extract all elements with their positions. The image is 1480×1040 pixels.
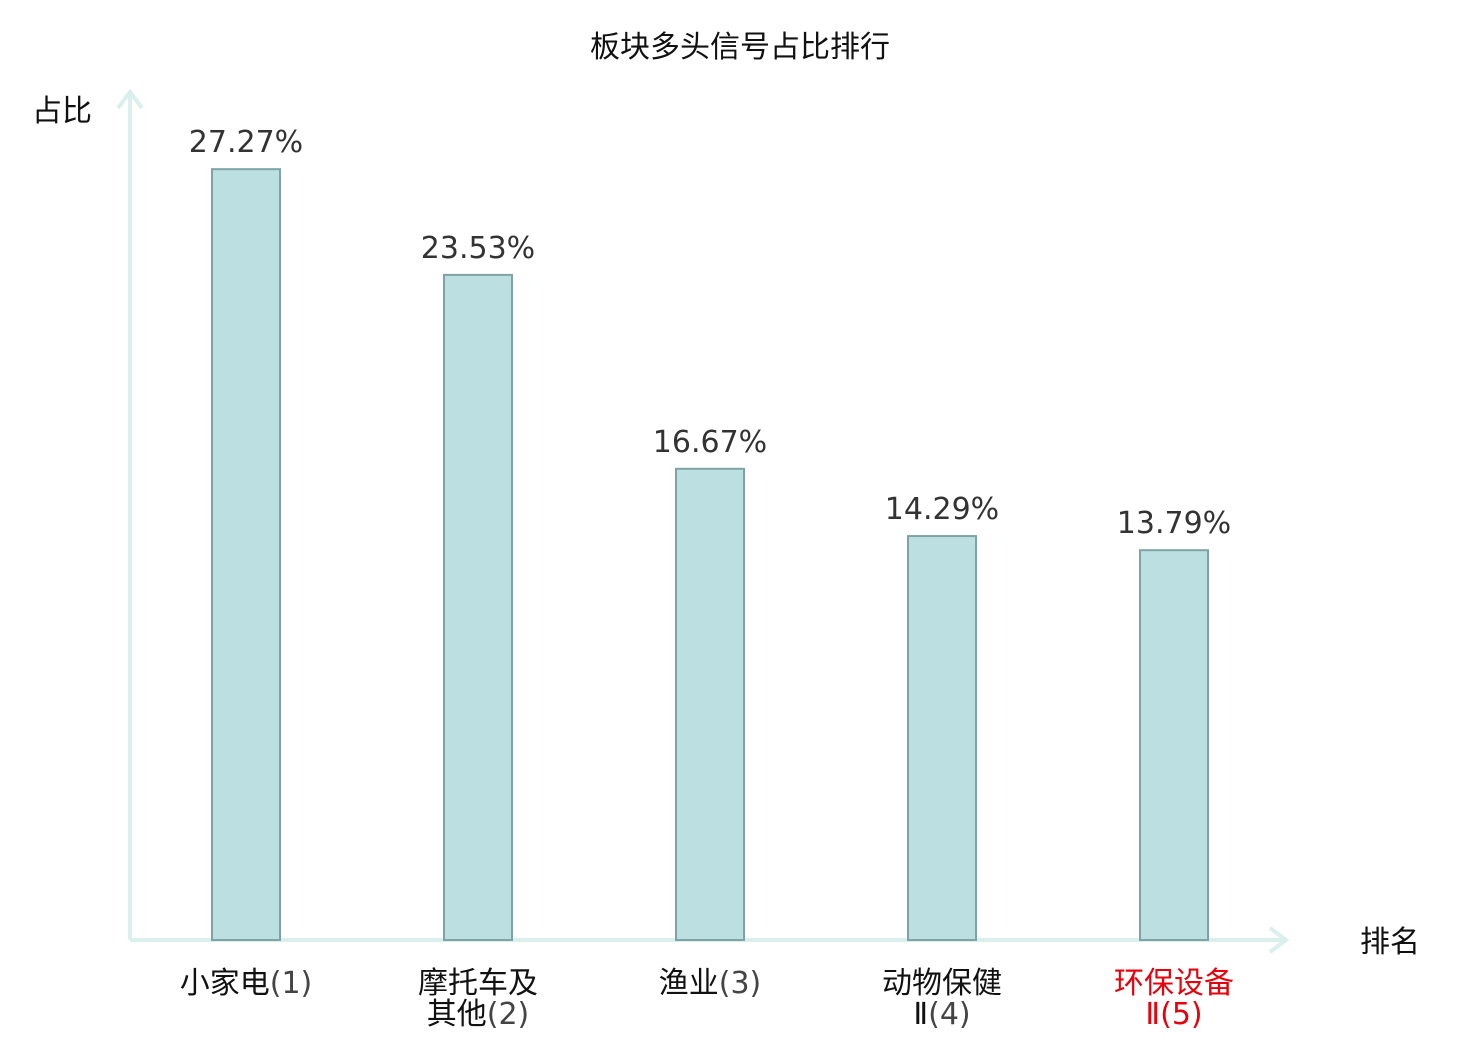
category-name: 动物保健 <box>882 966 1002 1001</box>
category-label: 环保设备 <box>1114 966 1234 1001</box>
bars-group <box>211 168 1209 942</box>
category-name: 渔业 <box>659 966 719 1001</box>
category-name: 小家电 <box>180 966 270 1001</box>
y-axis-label: 占比 <box>32 94 92 129</box>
category-name: 其他 <box>427 997 487 1032</box>
category-label: 小家电(1) <box>180 966 313 1001</box>
category-rank: (3) <box>719 966 762 1001</box>
bar <box>907 535 977 941</box>
bar <box>211 168 281 941</box>
value-label: 14.29% <box>885 492 999 527</box>
value-label: 27.27% <box>189 125 303 160</box>
y-axis-arrow <box>116 88 144 110</box>
value-label: 23.53% <box>421 231 535 266</box>
value-label: 16.67% <box>653 425 767 460</box>
category-label: Ⅱ(5) <box>1145 997 1202 1032</box>
category-label: 其他(2) <box>427 997 530 1032</box>
category-rank: (1) <box>270 966 313 1001</box>
category-label: Ⅱ(4) <box>913 997 970 1032</box>
category-name: 摩托车及 <box>418 966 538 1001</box>
category-label: 动物保健 <box>882 966 1002 1001</box>
x-axis-arrow <box>1268 926 1290 954</box>
category-rank: (4) <box>928 997 971 1032</box>
bar <box>1139 549 1209 941</box>
category-rank: (5) <box>1160 997 1203 1032</box>
value-label: 13.79% <box>1117 506 1231 541</box>
category-rank: (2) <box>487 997 530 1032</box>
category-name: Ⅱ <box>913 997 928 1032</box>
category-label: 摩托车及 <box>418 966 538 1001</box>
category-name: Ⅱ <box>1145 997 1160 1032</box>
bar <box>675 467 745 941</box>
value-labels-group: 27.27% 23.53% 16.67% 14.29% 13.79% <box>189 125 1231 541</box>
chart-title: 板块多头信号占比排行 <box>590 30 890 65</box>
category-name: 环保设备 <box>1114 966 1234 1001</box>
bar <box>443 273 513 942</box>
x-axis-label: 排名 <box>1360 925 1420 960</box>
category-label: 渔业(3) <box>659 966 762 1001</box>
